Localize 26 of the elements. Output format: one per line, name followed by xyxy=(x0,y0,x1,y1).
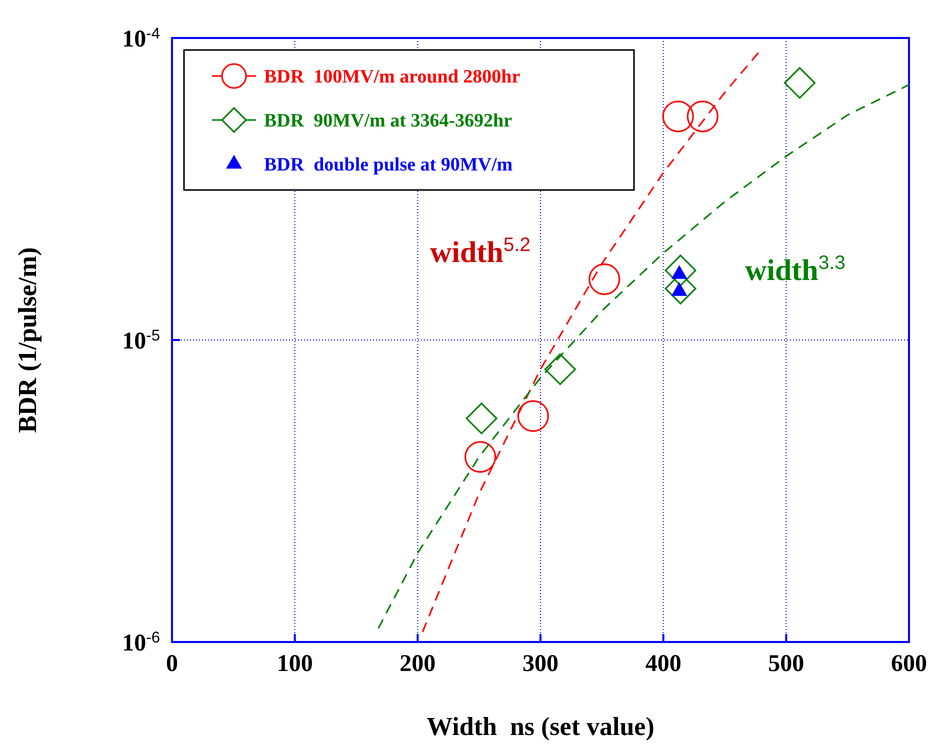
x-tick-label: 400 xyxy=(645,651,682,678)
annotation: width$^{3.3}$ xyxy=(745,252,846,287)
point xyxy=(784,67,816,99)
point xyxy=(544,353,576,386)
annotation: width$^{5.2}$ xyxy=(430,234,530,269)
point xyxy=(588,263,620,295)
legend-label: BDR 100MV/m around 2800hr xyxy=(264,66,521,88)
legend-label: BDR 90MV/m at 3364-3692hr xyxy=(264,110,513,132)
legend-label: BDR double pulse at 90MV/m xyxy=(264,154,513,176)
y-tick-label: 10$^{-4}$ xyxy=(122,24,160,52)
point xyxy=(464,441,496,473)
x-tick-label: 500 xyxy=(768,651,804,678)
y-tick-label: 10$^{-5}$ xyxy=(122,326,160,354)
x-tick-label: 100 xyxy=(276,651,313,678)
x-tick-label: 0 xyxy=(166,651,178,678)
point xyxy=(664,254,696,286)
point xyxy=(662,100,694,132)
x-tick-label: 300 xyxy=(522,651,558,678)
x-axis-title: Width ns (set value) xyxy=(426,712,654,741)
x-tick-label: 600 xyxy=(891,651,927,678)
y-axis-title: BDR (1/pulse/m) xyxy=(13,247,42,433)
point xyxy=(466,402,498,434)
x-tick-label: 200 xyxy=(400,651,436,678)
point xyxy=(686,100,718,132)
y-tick-label: 10$^{-6}$ xyxy=(122,628,160,656)
point xyxy=(517,400,549,432)
